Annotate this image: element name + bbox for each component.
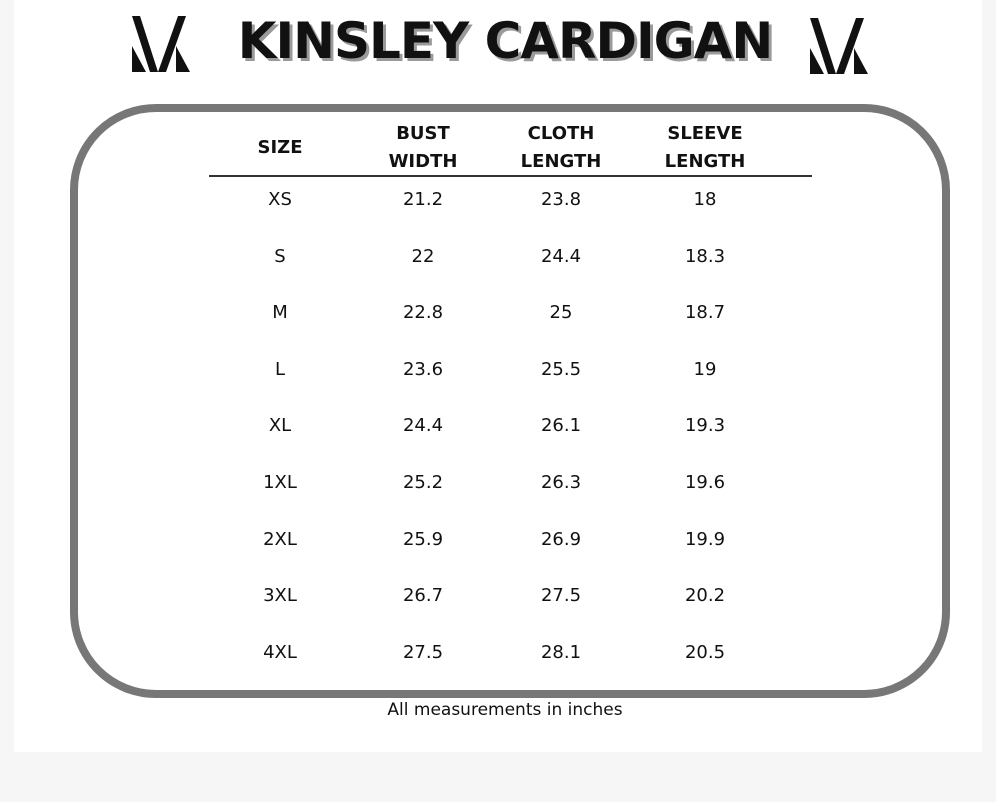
table-cell: 24.4 — [402, 415, 444, 437]
table-cell: 19.3 — [684, 415, 726, 437]
table-cell: 18 — [693, 189, 717, 210]
table-cell: 25 — [549, 302, 573, 324]
footnote: All measurements in inches — [387, 700, 623, 720]
table-cell: S — [274, 245, 286, 267]
table-cell: 22 — [411, 245, 435, 267]
logo-left — [132, 16, 190, 72]
table-cell: 18.7 — [684, 302, 726, 324]
table-cell: 19.9 — [684, 528, 726, 550]
header-rule — [209, 175, 812, 177]
table-cell: 19.6 — [684, 472, 726, 493]
column-header: BUST WIDTH — [388, 123, 458, 172]
title: KINSLEY CARDIGAN — [237, 12, 773, 70]
table-cell: 27.5 — [402, 641, 444, 663]
table-cell: 23.8 — [540, 189, 582, 210]
table-cell: 1XL — [263, 472, 297, 493]
table-cell: 22.8 — [402, 302, 444, 324]
table-cell: 24.4 — [540, 245, 582, 267]
table-cell: XL — [268, 415, 292, 437]
logo-right — [810, 18, 868, 74]
column-header: CLOTH LENGTH — [520, 123, 602, 172]
table-cell: 18.3 — [684, 245, 726, 267]
table-cell: 28.1 — [540, 641, 582, 663]
table-cell: 23.6 — [402, 358, 444, 380]
column-header: SLEEVE LENGTH — [664, 123, 746, 172]
table-cell: L — [274, 358, 286, 380]
column-header: SIZE — [257, 137, 303, 158]
table-cell: 20.5 — [684, 641, 726, 663]
table-cell: XS — [268, 189, 292, 210]
table-cell: 4XL — [263, 641, 297, 663]
table-cell: 26.9 — [540, 528, 582, 550]
table-cell: 27.5 — [540, 585, 582, 607]
table-cell: 26.1 — [540, 415, 582, 437]
table-cell: 21.2 — [402, 189, 444, 210]
table-cell: 19 — [693, 358, 717, 380]
table-cell: 26.3 — [540, 472, 582, 493]
table-cell: 25.2 — [402, 472, 444, 493]
sheet — [14, 0, 982, 752]
table-cell: 25.5 — [540, 358, 582, 380]
table-cell: M — [272, 302, 288, 324]
table-cell: 2XL — [263, 528, 297, 550]
table-cell: 26.7 — [402, 585, 444, 607]
table-frame — [70, 104, 950, 698]
table-cell: 25.9 — [402, 528, 444, 550]
table-cell: 20.2 — [684, 585, 726, 607]
table-cell: 3XL — [263, 585, 297, 607]
